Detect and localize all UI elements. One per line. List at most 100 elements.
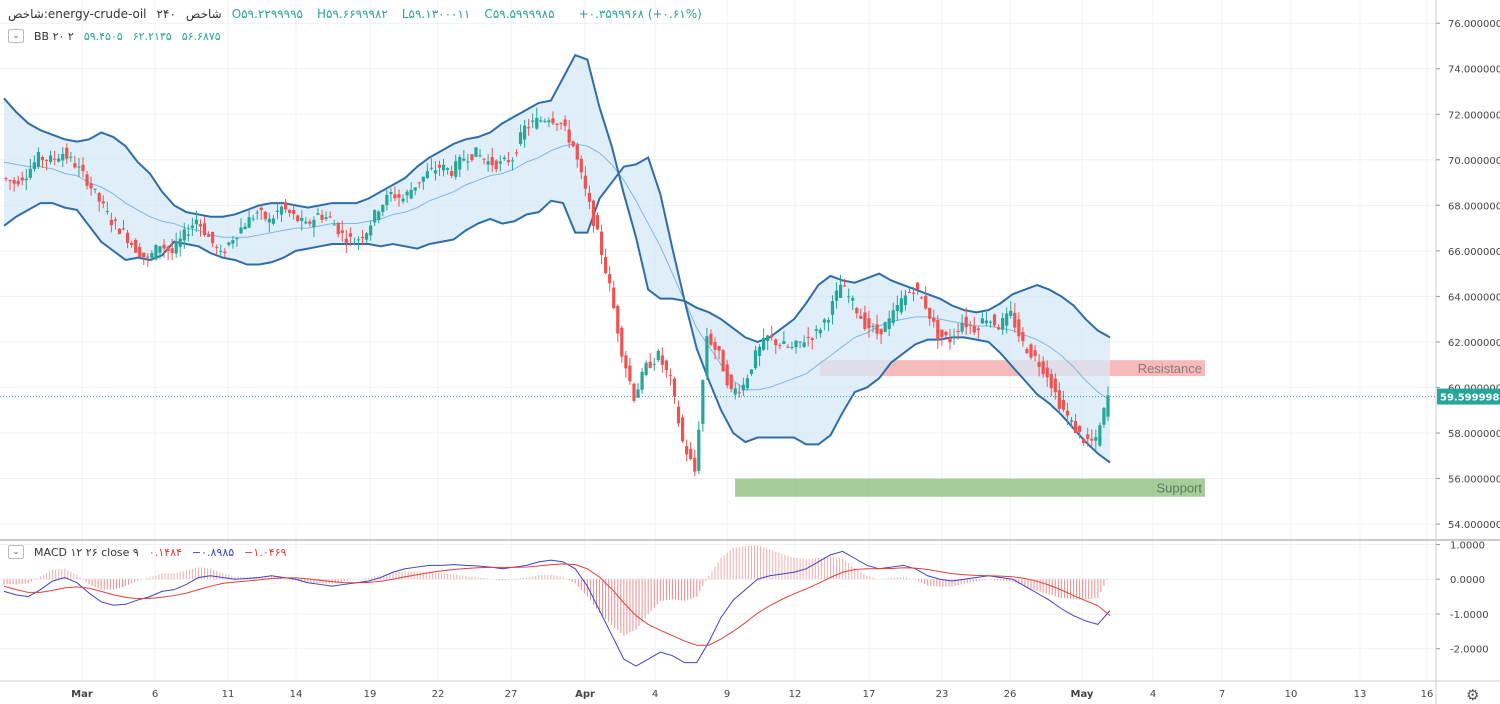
candle-body xyxy=(352,243,357,245)
candle-body xyxy=(1025,349,1029,354)
exchange: شاخص xyxy=(185,7,222,21)
candle-body xyxy=(891,310,895,324)
candle-body xyxy=(130,242,134,245)
candle-body xyxy=(117,228,122,235)
candle-body xyxy=(1073,421,1078,433)
candle-body xyxy=(441,164,446,171)
zone-label-resistance: Resistance xyxy=(1138,361,1202,376)
timeframe[interactable]: ۲۴۰ xyxy=(156,7,176,21)
candle-body xyxy=(798,341,802,343)
time-tick-label: 22 xyxy=(432,689,445,700)
candle-body xyxy=(660,355,664,365)
ohlc-l: L۵۹.۱۳۰۰۰۱۱ xyxy=(401,7,471,21)
candle-body xyxy=(753,350,758,369)
candle-body xyxy=(332,224,336,226)
candle-body xyxy=(478,155,482,157)
candle-body xyxy=(932,317,936,322)
candle-body xyxy=(810,338,814,341)
ohlc-values: O۵۹.۲۲۹۹۹۹۵ H۵۹.۶۶۹۹۹۸۲ L۵۹.۱۳۰۰۰۱۱ C۵۹.۵۹۹… xyxy=(232,7,569,21)
candle-body xyxy=(377,211,381,220)
candle-body xyxy=(81,164,85,171)
candle-body xyxy=(1009,310,1013,317)
time-tick-label: 19 xyxy=(364,689,377,700)
candle-body xyxy=(458,156,462,170)
candle-body xyxy=(385,194,389,206)
candle-body xyxy=(855,308,859,314)
candle-body xyxy=(279,206,284,215)
candle-body xyxy=(271,218,276,224)
candle-body xyxy=(559,123,563,125)
candle-body xyxy=(984,320,989,324)
candle-body xyxy=(308,221,312,224)
candle-body xyxy=(689,448,693,460)
candle-body xyxy=(429,167,434,169)
candle-body xyxy=(486,161,490,165)
candle-body xyxy=(1078,425,1082,432)
candle-body xyxy=(105,211,109,213)
candle-body xyxy=(875,324,879,334)
candle-body xyxy=(1069,420,1074,422)
candle-body xyxy=(972,325,976,333)
candle-body xyxy=(911,292,916,294)
candle-body xyxy=(579,158,583,173)
candle-body xyxy=(762,337,766,350)
candle-body xyxy=(952,336,956,339)
candle-body xyxy=(518,132,523,144)
candle-body xyxy=(312,219,316,228)
candle-body xyxy=(583,175,587,189)
candle-body xyxy=(215,246,219,248)
bb-name[interactable]: BB ۲۰ ۲ xyxy=(34,29,74,43)
candle-body xyxy=(219,250,223,252)
candle-body xyxy=(121,228,126,230)
bb-legend: ⌄ BB ۲۰ ۲ ۵۹.۴۵۰۵ ۶۲.۲۱۳۵ ۵۶.۶۸۷۵ xyxy=(8,29,221,43)
macd-legend: ⌄ MACD ۱۲ ۲۶ close ۹ ۰.۱۴۸۴ −۰.۸۹۸۵ −۱.۰… xyxy=(8,545,286,559)
candle-body xyxy=(664,360,668,371)
candle-body xyxy=(883,322,887,332)
candle-body xyxy=(65,147,69,159)
candle-body xyxy=(198,224,203,227)
candle-body xyxy=(826,320,831,323)
candle-body xyxy=(369,225,373,236)
price-tick-label: 70.0000000 xyxy=(1448,156,1500,167)
candle-body xyxy=(182,229,186,241)
candle-body xyxy=(174,241,178,254)
candle-body xyxy=(1045,367,1049,378)
symbol-name[interactable]: شاخص:energy-crude-oil xyxy=(8,7,147,21)
time-tick-label: 6 xyxy=(152,689,158,700)
candle-body xyxy=(320,214,324,220)
collapse-bb-button[interactable]: ⌄ xyxy=(8,29,24,43)
candle-body xyxy=(227,242,231,245)
candle-body xyxy=(466,161,470,163)
gear-icon[interactable]: ⚙ xyxy=(1466,686,1480,704)
candle-body xyxy=(766,335,770,342)
candle-body xyxy=(364,233,369,240)
candle-body xyxy=(1053,378,1057,393)
candle-body xyxy=(397,194,401,198)
time-tick-label: 16 xyxy=(1421,689,1434,700)
candle-body xyxy=(69,156,73,158)
macd-name[interactable]: MACD ۱۲ ۲۶ close ۹ xyxy=(34,545,139,559)
time-tick-label: Apr xyxy=(575,689,595,700)
candle-body xyxy=(814,329,818,331)
candle-body xyxy=(275,210,280,212)
price-tick-label: 58.0000000 xyxy=(1448,429,1500,440)
time-tick-label: 13 xyxy=(1354,689,1367,700)
candle-body xyxy=(356,239,361,241)
candle-body xyxy=(239,227,243,234)
candle-body xyxy=(202,223,207,236)
candle-body xyxy=(502,157,506,160)
candle-body xyxy=(680,417,685,442)
candle-body xyxy=(1098,425,1102,446)
signal-line xyxy=(3,563,1111,646)
candle-body xyxy=(936,319,940,340)
candle-body xyxy=(624,355,628,369)
candle-body xyxy=(924,295,928,309)
candle-body xyxy=(685,446,689,455)
candle-body xyxy=(474,147,478,157)
candle-body xyxy=(324,217,328,219)
candle-body xyxy=(20,177,24,181)
candle-body xyxy=(632,383,636,401)
collapse-macd-button[interactable]: ⌄ xyxy=(8,545,24,559)
bb-upper-value: ۶۲.۲۱۳۵ xyxy=(132,29,172,43)
